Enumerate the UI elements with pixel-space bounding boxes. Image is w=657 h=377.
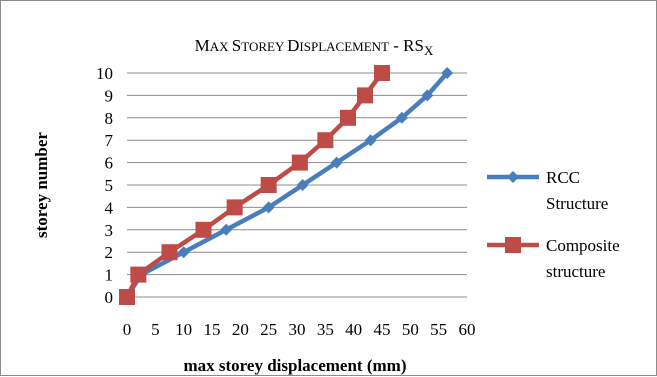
y-tick-label: 10: [96, 64, 113, 83]
y-tick-label: 4: [105, 198, 114, 217]
data-point-composite: [260, 177, 277, 193]
data-point-composite: [374, 65, 390, 81]
x-tick-label: 15: [204, 320, 221, 339]
legend-marker-composite: [505, 237, 521, 253]
y-tick-label: 0: [105, 288, 114, 307]
data-point-rcc: [421, 89, 434, 102]
data-point-composite: [119, 289, 135, 305]
chart-title: MAX STOREY DISPLACEMENT - RSX: [195, 36, 434, 58]
data-point-rcc: [441, 67, 454, 79]
chart-title-part-0: M: [195, 36, 210, 55]
chart-title-part-6: - RS: [389, 36, 424, 55]
chart-title-part-5: ISPLACEMENT: [299, 39, 389, 54]
x-tick-label: 60: [459, 320, 476, 339]
legend: RCC Structure Composite structure: [487, 168, 620, 281]
x-tick-label: 30: [289, 320, 306, 339]
x-tick-label: 25: [260, 320, 277, 339]
y-tick-label: 2: [105, 243, 114, 262]
data-point-composite: [317, 132, 334, 149]
data-point-rcc: [395, 111, 408, 124]
x-tick-label: 5: [151, 320, 160, 339]
y-axis-label: storey number: [32, 132, 51, 238]
legend-marker-rcc: [507, 171, 519, 183]
x-tick-labels: 0 5 10 15 20 25 30 35 40 45 50 55 60: [123, 320, 476, 339]
x-tick-label: 0: [123, 320, 132, 339]
chart-title-part-7: X: [424, 43, 434, 58]
y-tick-label: 5: [105, 176, 114, 195]
legend-label-rcc: RCC: [546, 168, 580, 187]
x-tick-label: 35: [317, 320, 334, 339]
data-point-rcc: [296, 179, 309, 191]
legend-label-composite: structure: [546, 262, 605, 281]
y-tick-label: 7: [105, 131, 114, 150]
y-tick-label: 6: [105, 154, 114, 173]
y-tick-label: 9: [105, 86, 114, 105]
data-point-composite: [161, 244, 178, 261]
data-point-composite: [130, 266, 147, 283]
data-point-composite: [226, 199, 243, 216]
legend-item-rcc: RCC Structure: [487, 168, 608, 213]
data-point-rcc: [262, 201, 275, 214]
chart-title-part-3: TOREY: [241, 39, 287, 54]
y-tick-label: 3: [105, 221, 114, 240]
y-tick-label: 1: [105, 266, 114, 285]
x-tick-label: 40: [345, 320, 362, 339]
x-tick-label: 10: [175, 320, 192, 339]
data-point-composite: [291, 154, 308, 171]
chart-title-part-1: AX: [210, 39, 232, 54]
legend-label-composite: Composite: [546, 236, 620, 255]
x-tick-label: 50: [402, 320, 419, 339]
data-point-rcc: [220, 223, 233, 236]
legend-label-rcc: Structure: [546, 194, 608, 213]
legend-item-composite: Composite structure: [487, 236, 620, 281]
series-markers: [119, 65, 454, 305]
data-point-composite: [195, 221, 212, 238]
x-axis-label: max storey displacement (mm): [183, 356, 406, 375]
y-tick-label: 8: [105, 109, 114, 128]
x-tick-label: 20: [232, 320, 249, 339]
data-point-rcc: [330, 156, 343, 169]
data-point-composite: [357, 87, 373, 104]
x-tick-label: 55: [430, 320, 447, 339]
y-tick-labels: 0 1 2 3 4 5 6 7 8 9 10: [96, 64, 114, 307]
data-point-rcc: [177, 246, 190, 259]
data-point-rcc: [364, 134, 377, 147]
data-point-composite: [340, 109, 356, 126]
chart-title-part-2: S: [232, 36, 241, 55]
x-tick-label: 45: [374, 320, 391, 339]
chart-title-part-4: D: [287, 36, 299, 55]
